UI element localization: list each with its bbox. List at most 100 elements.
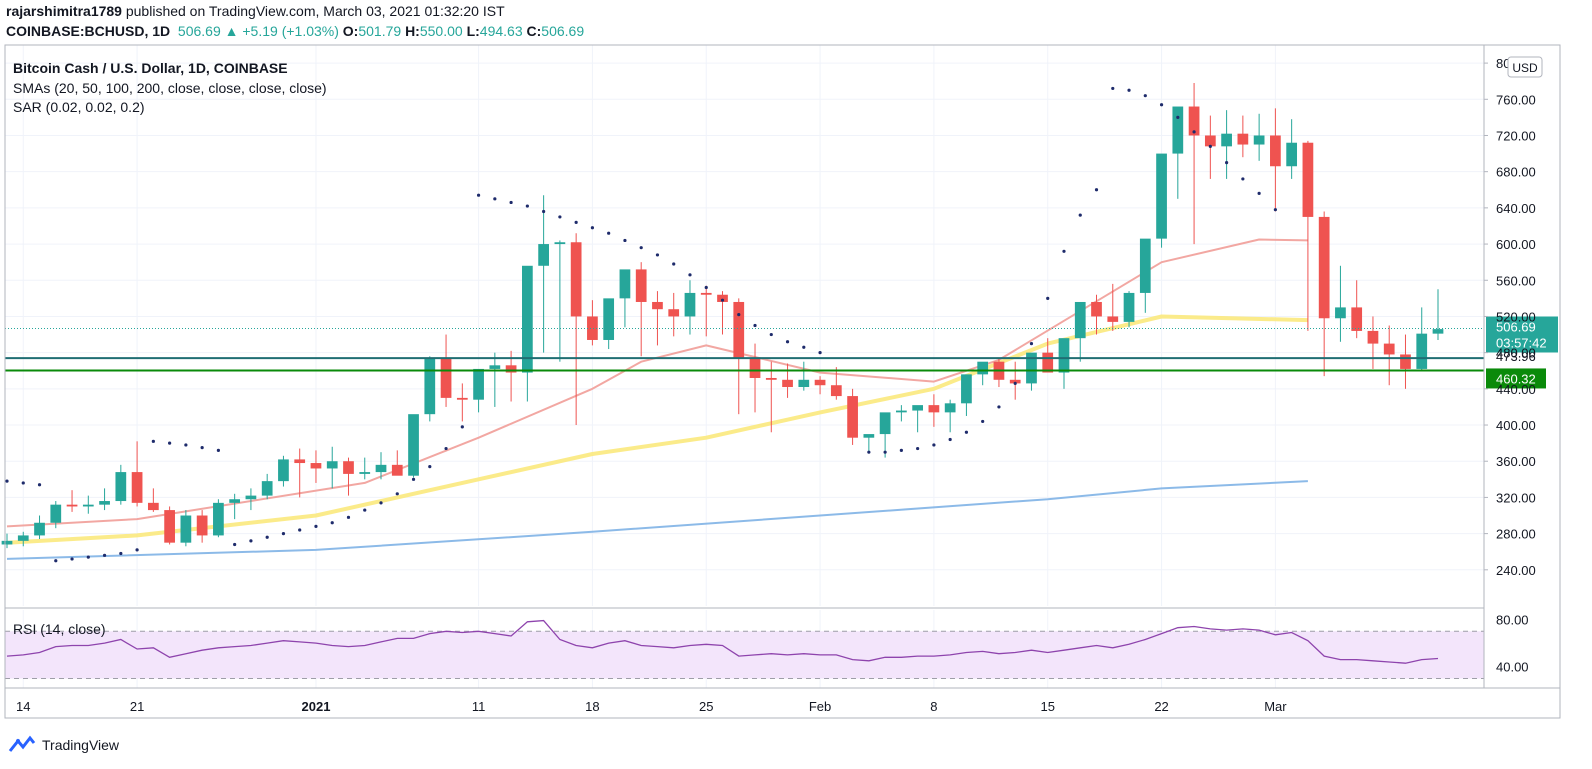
sar-dot	[948, 437, 952, 442]
candle-body	[1335, 307, 1346, 319]
sar-dot	[460, 425, 464, 429]
candle-body	[326, 461, 338, 469]
candle-body	[912, 405, 924, 411]
candle-body	[554, 242, 566, 245]
sar-dot	[509, 200, 513, 205]
sar-dot	[704, 285, 708, 290]
candle-body	[635, 269, 647, 302]
candle-body	[961, 374, 972, 404]
sar-dot	[1094, 188, 1099, 192]
candle-body	[278, 459, 289, 482]
sar-dot	[1241, 177, 1245, 181]
close-label: C:	[526, 23, 542, 39]
sar-dot	[688, 273, 692, 277]
sma-line-50	[6, 314, 1308, 545]
candle-body	[1204, 135, 1216, 147]
candle-body	[17, 535, 29, 541]
level-label: 473.96	[1496, 349, 1536, 364]
candle-body	[456, 397, 468, 400]
sar-dot	[379, 501, 383, 505]
sar-dot	[1143, 94, 1147, 98]
candle-body	[1318, 216, 1330, 319]
x-tick-label: 21	[130, 699, 144, 714]
sma-line-100	[6, 480, 1308, 560]
sar-dot	[607, 231, 611, 235]
candle-body	[115, 472, 127, 502]
candle-body	[896, 410, 907, 413]
tradingview-logo-icon[interactable]	[8, 735, 36, 755]
legend-sma: SMAs (20, 50, 100, 200, close, close, cl…	[13, 80, 327, 96]
open-label: O:	[342, 23, 359, 39]
y-tick-label: 520.00	[1496, 309, 1536, 324]
sar-dot	[802, 345, 806, 349]
candle-body	[1270, 135, 1281, 167]
sar-dot	[37, 483, 42, 487]
sar-dot	[623, 238, 627, 243]
published-text: published on TradingView.com, March 03, …	[125, 3, 505, 19]
y-tick-label: 320.00	[1496, 490, 1536, 505]
sar-dot	[395, 492, 399, 496]
rsi-line	[6, 619, 1439, 664]
candle-body	[1042, 352, 1054, 373]
candle-body	[131, 472, 143, 503]
y-tick-label: 440.00	[1496, 382, 1536, 397]
currency-badge[interactable]: USD	[1507, 56, 1543, 78]
low-value: 494.63	[479, 23, 523, 39]
y-tick-label: 760.00	[1496, 92, 1536, 107]
candle-body	[473, 368, 484, 400]
sar-dot	[1257, 191, 1261, 195]
candle-body	[765, 377, 777, 380]
high-label: H:	[405, 23, 420, 39]
sar-dot	[411, 477, 416, 481]
candle-body	[1091, 301, 1102, 317]
candle-body	[1074, 301, 1086, 339]
candle-body	[521, 265, 533, 373]
high-value: 550.00	[419, 23, 463, 39]
candle-body	[50, 504, 62, 523]
rsi-band	[5, 631, 1484, 679]
candle-body	[82, 504, 94, 507]
x-tick-label: 2021	[302, 699, 331, 714]
candle-body	[668, 309, 680, 317]
candles	[1, 83, 1444, 549]
y-tick-label: 400.00	[1496, 418, 1536, 433]
author-name[interactable]: rajarshimitra1789	[6, 3, 122, 19]
sar-dot	[883, 450, 887, 454]
x-tick-label: 11	[472, 699, 486, 714]
sar-dot	[542, 209, 546, 214]
price-axis[interactable]: 40.00 80.00 240.00 280.00 320.00 360.00 400.00…	[1484, 56, 1536, 675]
footer-brand[interactable]: TradingView	[42, 737, 120, 753]
y-tick-label: 680.00	[1496, 165, 1536, 180]
candle-body	[1009, 379, 1021, 384]
x-tick-label: 22	[1154, 699, 1168, 714]
sar-dot	[981, 419, 985, 424]
candle-body	[359, 472, 371, 474]
candle-body	[147, 502, 159, 511]
y-tick-label: 600.00	[1496, 237, 1536, 252]
candle-body	[310, 463, 322, 469]
candle-body	[1237, 133, 1249, 145]
sar-dot	[216, 448, 220, 452]
ohlc-bar: COINBASE:BCHUSD, 1D 506.69 ▲ +5.19 (+1.0…	[6, 23, 584, 39]
candle-body	[1400, 354, 1411, 369]
y-tick-label: 360.00	[1496, 454, 1536, 469]
candle-body	[180, 515, 192, 543]
sar-dot	[1078, 213, 1082, 217]
time-axis[interactable]: 14 21 2021 11 18 25 Feb 8 15 22 Mar	[16, 699, 1287, 714]
candle-body	[1107, 316, 1119, 322]
sar-dot	[1127, 88, 1131, 92]
sar-dot	[932, 443, 936, 447]
candle-body	[1351, 307, 1363, 331]
x-tick-label: 14	[16, 699, 30, 714]
sar-dot	[314, 524, 318, 528]
candle-body	[196, 515, 208, 536]
sar-dot	[428, 465, 432, 469]
sar-dot	[737, 313, 741, 317]
x-tick-label: Feb	[809, 699, 831, 714]
sar-dot	[1176, 115, 1180, 119]
candle-body	[570, 242, 582, 317]
candle-body	[164, 510, 175, 543]
publish-info: rajarshimitra1789 published on TradingVi…	[6, 3, 505, 19]
